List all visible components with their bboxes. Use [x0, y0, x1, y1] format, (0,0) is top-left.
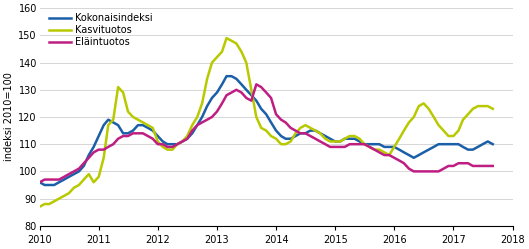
Line: Kokonaisindeksi: Kokonaisindeksi [40, 76, 493, 185]
Y-axis label: indeksi 2010=100: indeksi 2010=100 [4, 72, 14, 161]
Line: Kasvituotos: Kasvituotos [40, 38, 493, 207]
Legend: Kokonaisindeksi, Kasvituotos, Eläintuotos: Kokonaisindeksi, Kasvituotos, Eläintuoto… [49, 13, 153, 47]
Line: Eläintuotos: Eläintuotos [40, 84, 493, 182]
